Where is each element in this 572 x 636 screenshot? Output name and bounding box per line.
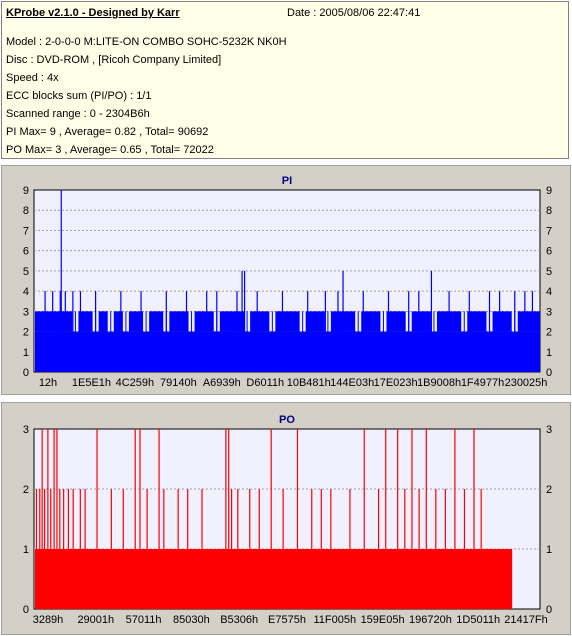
po-xtick-label: 11F005h [313,614,356,626]
po-xtick-label: 57011h [126,614,162,626]
ecc-line: ECC blocks sum (PI/PO) : 1/1 [6,90,152,102]
pi-xtick-label: 1B9008h [417,377,461,389]
model-line: Model : 2-0-0-0 M:LITE-ON COMBO SOHC-523… [6,36,287,48]
pi-chart-panel: PI 0 0 1 1 2 2 3 3 4 4 5 5 6 6 7 7 8 8 9 9 12h 1E5E1h 4C259h 791… [1,165,571,395]
pi-ytick-label-left: 0 [23,367,29,379]
po-ytick-label-left: 3 [23,424,29,436]
pi-ytick-label-left: 3 [23,306,29,318]
app-title: KProbe v2.1.0 - Designed by Karr [6,7,180,19]
speed-line: Speed : 4x [6,72,59,84]
pi-base-bars [35,331,540,372]
pi-band-bar [149,311,164,332]
pi-band-bar [113,311,123,332]
po-xtick-label: B5306h [220,614,258,626]
disc-line: Disc : DVD-ROM , [Ricoh Company Limited] [6,54,222,66]
po-ytick-label-left: 1 [23,544,29,556]
pi-xtick-label: 4C259h [116,377,155,389]
pi-xtick-label: 144E03h [330,377,374,389]
po-ytick-label-left: 2 [23,484,29,496]
pi-band-bar [467,311,487,332]
pi-xtick-label: 10B481h [287,377,331,389]
po-ytick-label-right: 0 [546,604,552,616]
pi-xtick-label: A6939h [203,377,241,389]
po-bars [35,429,513,609]
pi-ytick-label-left: 8 [23,205,29,217]
pi-xtick-label: 1F4977h [461,377,504,389]
pi-band-bar [35,311,73,332]
pi-band-bar [386,311,406,332]
pi-ytick-label-right: 1 [546,347,552,359]
po-xtick-label: 159E05h [361,614,405,626]
pi-band-bar [98,311,108,332]
pi-band-bar [411,311,431,332]
po-chart-title: PO [279,414,295,426]
pi-band-bar [194,311,214,332]
po-xtick-label: 85030h [173,614,210,626]
pi-ytick-label-left: 7 [23,225,29,237]
pi-band-bar [219,311,245,332]
pi-ytick-label-right: 6 [546,246,552,258]
pi-xtick-label: 17E023h [374,377,418,389]
po-xtick-label: 29001h [77,614,114,626]
pi-band-bar [128,311,144,332]
po-xtick-label: 3289h [33,614,64,626]
pi-band-bar [305,311,325,332]
range-line: Scanned range : 0 - 2304B6h [6,108,150,120]
pi-ytick-label-right: 8 [546,205,552,217]
pi-xtick-label: 12h [39,377,57,389]
po-summary-line: PO Max= 3 , Average= 0.65 , Total= 72022 [6,144,214,156]
pi-ytick-label-right: 5 [546,266,552,278]
po-ytick-label-right: 1 [546,544,552,556]
pi-xtick-label: D6011h [246,377,284,389]
po-xtick-label: 1D5011h [456,614,500,626]
pi-ytick-label-left: 4 [23,286,29,298]
pi-ytick-label-left: 2 [23,327,29,339]
pi-band-bar [169,311,189,332]
po-chart: PO 0 0 1 1 2 2 3 3 3289h 29001h 57011h 85030h B5306h E… [23,414,552,626]
pi-ytick-label-right: 4 [546,286,552,298]
scan-date: Date : 2005/08/06 22:47:41 [287,7,421,19]
pi-xtick-label: 1E5E1h [72,377,111,389]
pi-ytick-label-left: 9 [23,185,29,197]
po-ytick-label-left: 0 [23,604,29,616]
pi-ytick-label-right: 2 [546,327,552,339]
po-base-bars [35,549,513,609]
pi-xtick-label: 79140h [160,377,197,389]
po-ytick-label-right: 3 [546,424,552,436]
po-xtick-label: 196720h [409,614,452,626]
pi-band-bar [250,311,270,332]
pi-band-bar [275,311,300,332]
pi-ytick-label-left: 1 [23,347,29,359]
pi-xtick-label: 230025h [505,377,548,389]
info-panel: KProbe v2.1.0 - Designed by Karr Date : … [1,1,569,159]
pi-bars [35,190,540,372]
po-xtick-label: E7575h [268,614,306,626]
po-ytick-label-right: 2 [546,484,552,496]
pi-ytick-label-right: 3 [546,306,552,318]
pi-chart-title: PI [282,175,292,187]
pi-ytick-label-right: 7 [546,225,552,237]
po-xtick-label: 21417Fh [504,614,547,626]
pi-ytick-label-right: 9 [546,185,552,197]
pi-chart: PI 0 0 1 1 2 2 3 3 4 4 5 5 6 6 7 7 8 8 9 9 12h 1E5E1h 4C259h 791… [23,175,552,389]
pi-band-bar [78,311,93,332]
pi-band-bar [492,311,512,332]
pi-band-bar [517,311,540,332]
pi-ytick-label-left: 5 [23,266,29,278]
pi-summary-line: PI Max= 9 , Average= 0.82 , Total= 90692 [6,126,209,138]
pi-ytick-label-left: 6 [23,246,29,258]
pi-band-bar [361,311,381,332]
po-chart-panel: PO 0 0 1 1 2 2 3 3 3289h 29001h 57011h 85030h B5306h E… [1,402,571,635]
pi-ytick-label-right: 0 [546,367,552,379]
